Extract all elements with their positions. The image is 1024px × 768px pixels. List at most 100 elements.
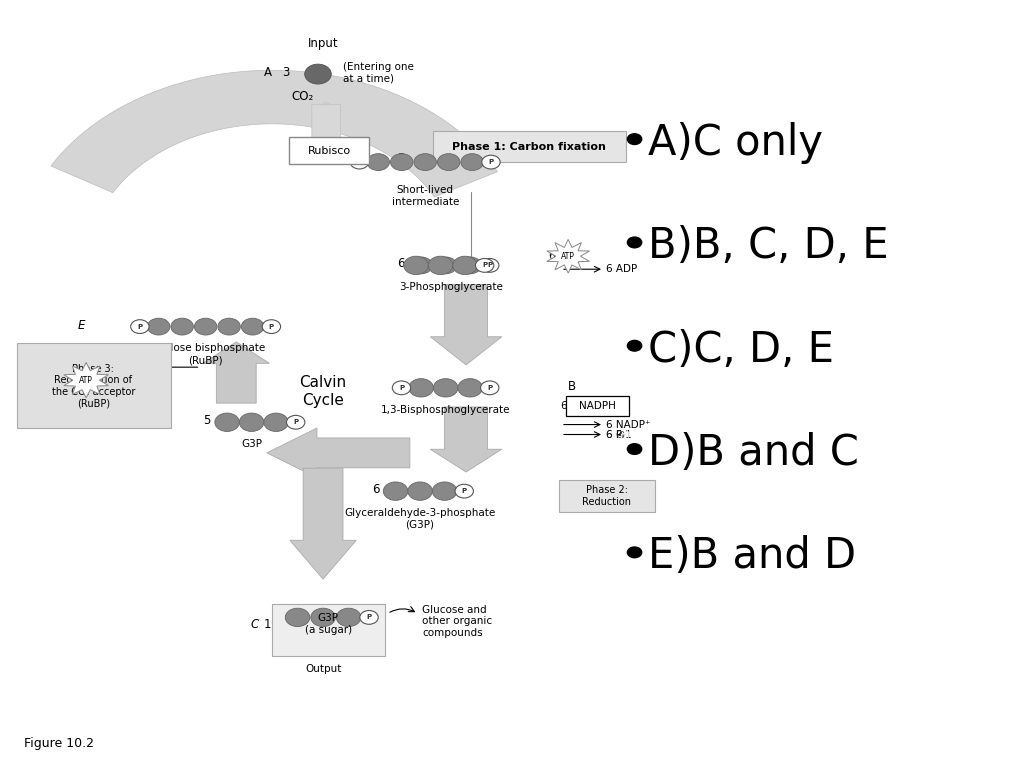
Text: 6: 6 (372, 483, 379, 496)
Text: Ribulose bisphosphate
(RuBP): Ribulose bisphosphate (RuBP) (146, 343, 265, 365)
Text: 6 NADP⁺: 6 NADP⁺ (606, 419, 650, 429)
Text: Calvin
Cycle: Calvin Cycle (299, 376, 347, 408)
Text: (Entering one
at a time): (Entering one at a time) (343, 61, 415, 84)
Polygon shape (63, 362, 109, 398)
Text: NADPH: NADPH (580, 401, 616, 411)
Text: 3 ADP: 3 ADP (125, 358, 157, 368)
Circle shape (147, 318, 170, 335)
Circle shape (383, 482, 408, 500)
Text: CO₂: CO₂ (292, 90, 313, 103)
Circle shape (262, 319, 281, 333)
Text: D: D (156, 414, 165, 427)
FancyBboxPatch shape (16, 343, 171, 429)
Text: Glucose and
other organic
compounds: Glucose and other organic compounds (422, 604, 493, 637)
Text: 5: 5 (204, 414, 211, 427)
Circle shape (331, 137, 355, 156)
Text: 6: 6 (548, 251, 555, 261)
Text: G3P
(a sugar): G3P (a sugar) (304, 614, 351, 635)
Text: 1: 1 (263, 617, 271, 631)
Polygon shape (267, 428, 410, 478)
Circle shape (240, 413, 264, 432)
Circle shape (264, 413, 289, 432)
Text: 3-Phosphoglycerate: 3-Phosphoglycerate (398, 282, 503, 293)
Circle shape (434, 257, 457, 274)
Circle shape (453, 257, 477, 275)
Circle shape (480, 381, 499, 395)
Text: 3: 3 (153, 319, 160, 332)
Circle shape (218, 318, 241, 335)
Text: 6 (P)ᵢ: 6 (P)ᵢ (606, 429, 632, 439)
Text: B: B (568, 380, 577, 392)
Circle shape (408, 482, 432, 500)
Circle shape (409, 379, 433, 397)
Circle shape (461, 154, 483, 170)
Text: A)C only: A)C only (648, 122, 823, 164)
Circle shape (628, 134, 642, 144)
FancyBboxPatch shape (559, 480, 655, 511)
Circle shape (305, 65, 331, 84)
Text: Rubisco: Rubisco (307, 146, 351, 156)
FancyBboxPatch shape (566, 396, 630, 416)
Text: C: C (251, 617, 259, 631)
FancyArrow shape (306, 104, 346, 162)
Circle shape (432, 482, 457, 500)
FancyBboxPatch shape (272, 604, 385, 656)
Text: Output: Output (305, 664, 341, 674)
Text: P: P (487, 263, 493, 268)
Text: E: E (78, 319, 85, 332)
FancyBboxPatch shape (290, 137, 369, 164)
Circle shape (367, 154, 389, 170)
Text: Glyceraldehyde-3-phosphate
(G3P): Glyceraldehyde-3-phosphate (G3P) (344, 508, 496, 530)
Circle shape (428, 257, 453, 275)
Text: P: P (482, 263, 487, 268)
Text: Phase 3:
Regeneration of
the CO₂ acceptor
(RuBP): Phase 3: Regeneration of the CO₂ accepto… (51, 364, 135, 409)
Circle shape (628, 444, 642, 455)
Text: Short-lived
intermediate: Short-lived intermediate (391, 185, 459, 207)
Circle shape (459, 257, 481, 274)
Text: P: P (462, 488, 467, 494)
Text: D)B and C: D)B and C (648, 432, 859, 474)
Text: Figure 10.2: Figure 10.2 (24, 737, 94, 750)
Circle shape (286, 608, 310, 627)
Circle shape (390, 154, 413, 170)
Circle shape (242, 318, 264, 335)
Text: E)B and D: E)B and D (648, 535, 856, 578)
Circle shape (171, 318, 194, 335)
Text: 6 ADP: 6 ADP (606, 264, 637, 274)
Circle shape (480, 259, 499, 273)
Text: 3: 3 (69, 376, 75, 386)
Polygon shape (547, 240, 590, 273)
Circle shape (350, 155, 369, 169)
Circle shape (628, 547, 642, 558)
Polygon shape (430, 407, 502, 472)
Text: P: P (399, 385, 404, 391)
Circle shape (195, 318, 217, 335)
Circle shape (628, 237, 642, 248)
Text: 1,3-Bisphosphoglycerate: 1,3-Bisphosphoglycerate (381, 405, 510, 415)
Text: 6: 6 (397, 257, 404, 270)
Circle shape (458, 379, 482, 397)
Text: P: P (357, 159, 362, 165)
Circle shape (628, 340, 642, 351)
Circle shape (359, 611, 378, 624)
Text: 6: 6 (560, 401, 567, 411)
Polygon shape (430, 284, 502, 365)
Text: 6 ④1: 6 ④1 (606, 429, 632, 439)
Text: G3P: G3P (241, 439, 262, 449)
Circle shape (311, 608, 335, 627)
Text: P: P (269, 323, 274, 329)
Circle shape (433, 379, 458, 397)
Circle shape (131, 319, 150, 333)
Circle shape (437, 154, 460, 170)
Polygon shape (290, 468, 356, 579)
Polygon shape (203, 342, 269, 403)
Text: B)B, C, D, E: B)B, C, D, E (648, 225, 889, 267)
Text: Phase 2:
Reduction: Phase 2: Reduction (583, 485, 632, 507)
Text: P: P (488, 159, 494, 165)
Text: C)C, D, E: C)C, D, E (648, 329, 834, 371)
Circle shape (392, 381, 411, 395)
Text: P: P (293, 419, 298, 425)
FancyBboxPatch shape (433, 131, 627, 162)
Circle shape (287, 415, 305, 429)
Text: P: P (137, 323, 142, 329)
